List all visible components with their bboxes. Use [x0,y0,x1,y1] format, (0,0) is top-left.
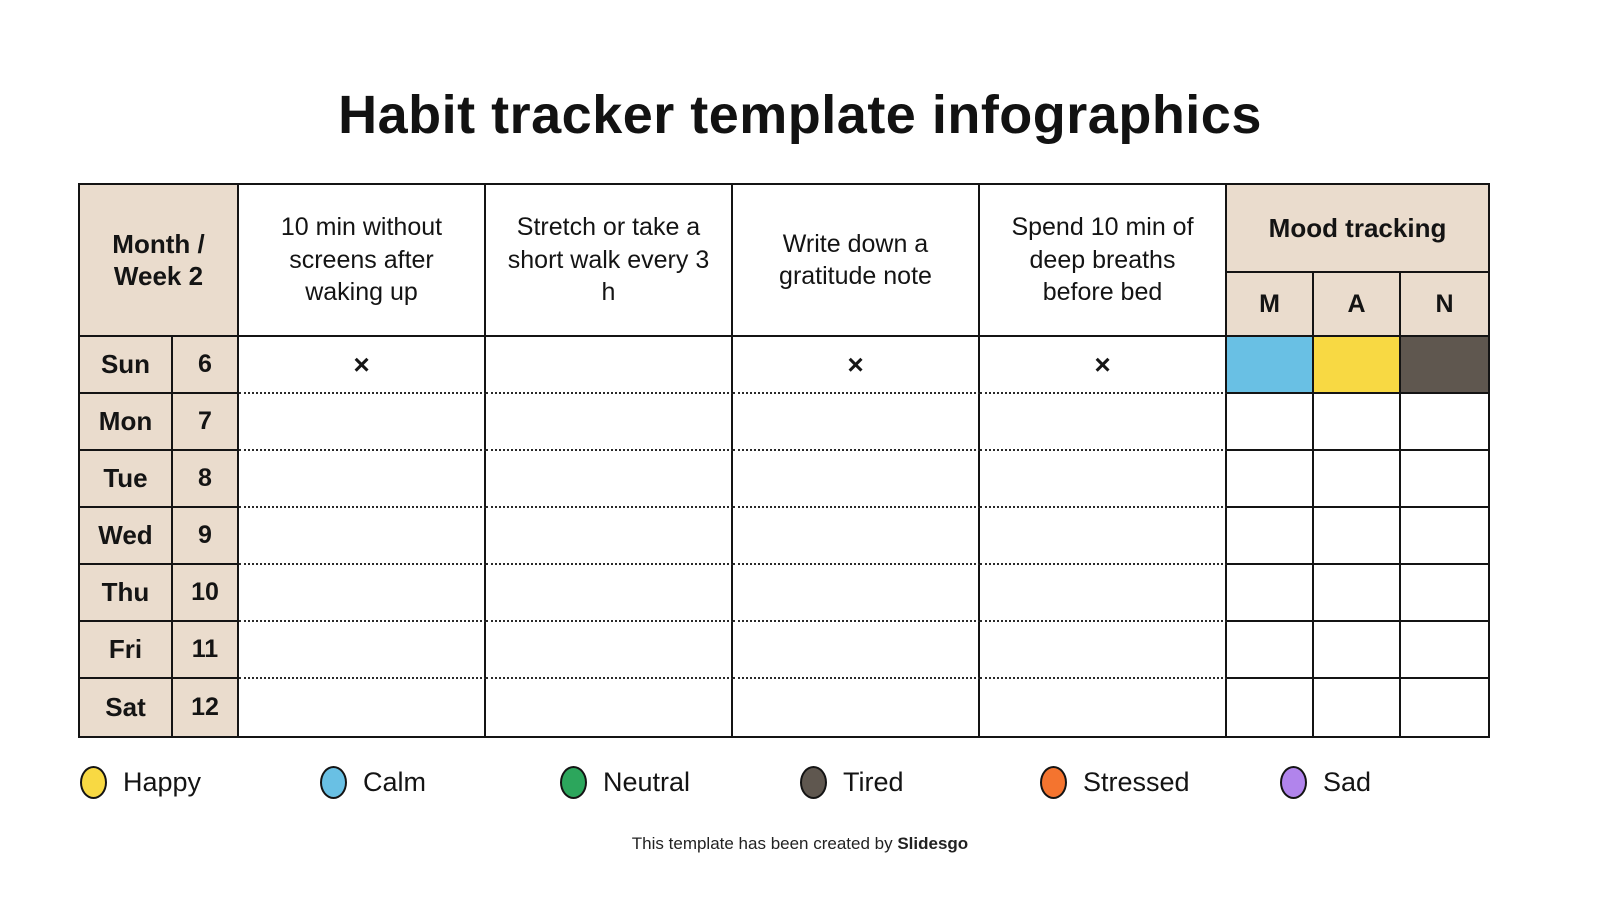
mood-cell[interactable] [1227,451,1314,508]
day-cell: Sun [80,337,173,394]
habit-check-cell[interactable]: × [733,337,980,394]
habit-check-cell[interactable] [486,508,733,565]
mood-cell[interactable] [1401,508,1488,565]
table-corner-header: Month / Week 2 [80,185,239,337]
mood-legend: Happy Calm Neutral Tired Stressed Sad [80,766,1520,799]
habit-check-cell[interactable] [733,394,980,451]
mood-cell[interactable] [1227,337,1314,394]
legend-label: Sad [1323,767,1372,797]
date-cell: 6 [173,337,239,394]
date-cell: 7 [173,394,239,451]
habit-header-gratitude: Write down a gratitude note [733,185,980,337]
habit-check-cell[interactable] [980,679,1227,736]
habit-check-cell[interactable] [980,622,1227,679]
mood-subheader-night: N [1401,273,1488,337]
footer-brand: Slidesgo [897,834,969,853]
habit-check-cell[interactable] [486,394,733,451]
habit-check-cell[interactable] [980,565,1227,622]
date-cell: 8 [173,451,239,508]
mood-cell[interactable] [1314,679,1401,736]
legend-item-happy: Happy [80,766,320,799]
mood-cell[interactable] [1314,622,1401,679]
habit-check-cell[interactable] [733,622,980,679]
day-cell: Sat [80,679,173,736]
habit-header-screens: 10 min without screens after waking up [239,185,486,337]
habit-check-cell[interactable] [980,394,1227,451]
day-cell: Tue [80,451,173,508]
legend-item-calm: Calm [320,766,560,799]
mood-tracking-header: Mood tracking [1227,185,1488,273]
tired-mood-dot-icon [800,766,827,799]
habit-check-cell[interactable] [980,451,1227,508]
habit-check-cell[interactable] [239,451,486,508]
mood-cell[interactable] [1227,679,1314,736]
mood-cell[interactable] [1401,337,1488,394]
mood-cell[interactable] [1227,565,1314,622]
legend-label: Happy [123,767,202,797]
legend-label: Neutral [603,767,691,797]
habit-check-cell[interactable] [733,451,980,508]
mood-cell[interactable] [1401,394,1488,451]
habit-check-cell[interactable] [239,508,486,565]
mood-cell[interactable] [1401,622,1488,679]
date-cell: 12 [173,679,239,736]
mood-subheader-afternoon: A [1314,273,1401,337]
mood-cell[interactable] [1314,394,1401,451]
habit-check-cell[interactable] [733,565,980,622]
date-cell: 11 [173,622,239,679]
habit-check-cell[interactable] [239,394,486,451]
legend-item-tired: Tired [800,766,1040,799]
mood-cell[interactable] [1227,394,1314,451]
mood-cell[interactable] [1401,679,1488,736]
stressed-mood-dot-icon [1040,766,1067,799]
habit-check-cell[interactable] [239,679,486,736]
date-cell: 10 [173,565,239,622]
legend-item-neutral: Neutral [560,766,800,799]
legend-label: Stressed [1083,767,1190,797]
mood-subheader-morning: M [1227,273,1314,337]
legend-item-stressed: Stressed [1040,766,1280,799]
day-cell: Thu [80,565,173,622]
habit-check-cell[interactable] [239,565,486,622]
habit-check-cell[interactable] [486,337,733,394]
mood-cell[interactable] [1227,622,1314,679]
habit-check-cell[interactable]: × [239,337,486,394]
date-cell: 9 [173,508,239,565]
day-cell: Mon [80,394,173,451]
habit-check-cell[interactable] [486,565,733,622]
mood-cell[interactable] [1401,565,1488,622]
legend-label: Calm [363,767,427,797]
mood-cell[interactable] [1314,451,1401,508]
calm-mood-dot-icon [320,766,347,799]
legend-item-sad: Sad [1280,766,1520,799]
day-cell: Fri [80,622,173,679]
mood-cell[interactable] [1314,337,1401,394]
mood-cell[interactable] [1401,451,1488,508]
habit-header-breaths: Spend 10 min of deep breaths before bed [980,185,1227,337]
happy-mood-dot-icon [80,766,107,799]
neutral-mood-dot-icon [560,766,587,799]
habit-check-cell[interactable] [239,622,486,679]
habit-check-cell[interactable] [486,451,733,508]
mood-cell[interactable] [1314,565,1401,622]
mood-cell[interactable] [1227,508,1314,565]
habit-check-cell[interactable] [486,622,733,679]
habit-header-stretch: Stretch or take a short walk every 3 h [486,185,733,337]
legend-label: Tired [843,767,904,797]
habit-tracker-table: Month / Week 2 10 min without screens af… [78,183,1490,738]
habit-check-cell[interactable] [733,679,980,736]
habit-check-cell[interactable] [486,679,733,736]
sad-mood-dot-icon [1280,766,1307,799]
habit-check-cell[interactable]: × [980,337,1227,394]
habit-check-cell[interactable] [980,508,1227,565]
mood-cell[interactable] [1314,508,1401,565]
footer-credit: This template has been created by Slides… [0,834,1600,854]
page-title: Habit tracker template infographics [338,85,1262,145]
day-cell: Wed [80,508,173,565]
habit-check-cell[interactable] [733,508,980,565]
footer-text: This template has been created by [631,834,898,853]
